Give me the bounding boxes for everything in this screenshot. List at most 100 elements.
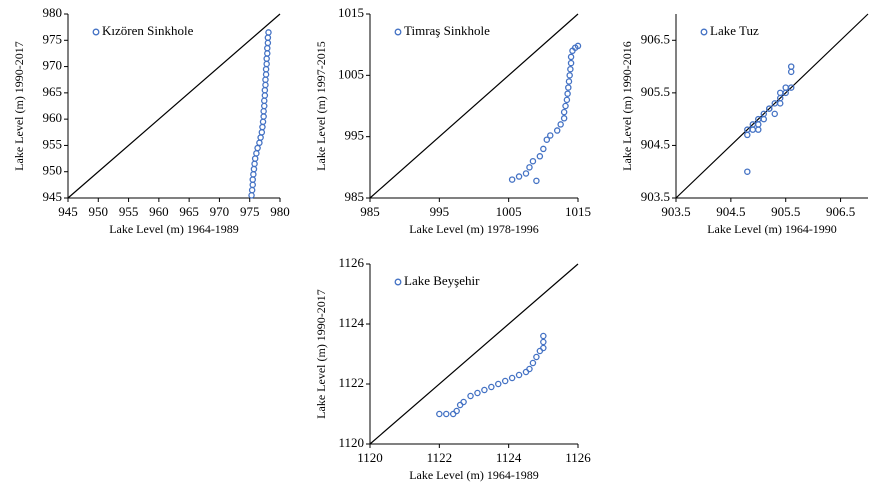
data-point [565,78,573,85]
data-point [771,110,778,118]
x-tick-label: 955 [119,204,139,219]
data-point [540,145,547,153]
data-point [567,59,575,67]
data-point [540,344,547,352]
data-point [265,29,272,36]
x-tick-label: 1124 [496,450,522,465]
x-tick-label: 975 [240,204,260,219]
x-tick-label: 960 [149,204,169,219]
data-point [567,53,575,61]
x-tick-label: 905.5 [771,204,800,219]
data-point [259,123,266,131]
x-tick-label: 906.5 [826,204,855,219]
legend-marker [394,28,402,36]
data-point [264,34,272,41]
data-point [564,90,571,97]
y-tick-label: 1015 [338,5,364,20]
data-point [766,105,773,112]
data-point [749,126,757,133]
y-tick-label: 970 [43,58,63,73]
x-tick-label: 1015 [565,204,591,219]
reference-line [369,263,579,445]
data-point [263,60,270,68]
x-tick-label: 965 [179,204,199,219]
data-point [787,63,795,70]
data-point [261,102,268,110]
y-tick-label: 1120 [338,435,364,450]
data-point [261,92,269,99]
data-point [262,81,269,89]
data-point [251,160,258,168]
reference-line [67,13,281,199]
x-tick-label: 1120 [357,450,383,465]
data-point [248,186,256,194]
y-axis-label: Lake Level (m) 1997-2015 [314,41,328,171]
data-point [256,139,263,147]
y-tick-label: 1124 [338,315,364,330]
x-axis-label: Lake Level (m) 1964-1989 [409,468,539,482]
data-point [436,410,443,418]
data-point [562,102,569,110]
data-point [467,392,474,400]
data-point [533,353,540,361]
data-point [536,153,544,160]
data-point [258,129,266,136]
data-point [495,380,502,388]
data-point [787,84,795,91]
data-point [250,165,258,173]
data-point [508,374,516,382]
y-tick-label: 965 [43,84,63,99]
data-point [262,65,270,73]
data-point [474,389,481,397]
data-point [253,150,260,157]
data-point [782,84,789,91]
legend-label: Lake Tuz [710,23,759,38]
legend-marker [700,28,708,36]
data-point [574,42,582,50]
x-tick-label: 1005 [496,204,522,219]
data-point [443,410,450,418]
y-tick-label: 975 [43,31,63,46]
y-tick-label: 904.5 [641,136,670,151]
data-point [248,192,255,199]
data-point [515,173,523,180]
reference-line [675,13,869,199]
data-point [263,55,270,62]
data-point [744,168,751,175]
data-point [529,359,537,367]
data-point [264,44,271,52]
x-tick-label: 903.5 [661,204,690,219]
data-point [501,377,509,385]
data-point [776,89,784,97]
data-point [481,386,488,394]
data-point [264,50,271,57]
data-point [760,115,768,123]
x-axis-label: Lake Level (m) 1964-1990 [707,222,837,236]
x-tick-label: 980 [270,204,290,219]
data-point [249,176,256,183]
x-tick-label: 995 [430,204,450,219]
data-point [251,155,259,162]
data-point [755,126,762,133]
data-point [262,76,269,83]
legend-label: Kızören Sinkhole [102,23,194,38]
y-tick-label: 906.5 [641,31,670,46]
x-tick-label: 1122 [427,450,453,465]
data-point [453,407,460,415]
data-point [260,108,267,115]
y-axis-label: Lake Level (m) 1990-2017 [12,41,26,171]
data-point [744,131,751,139]
data-point [508,176,516,183]
reference-line [369,13,579,199]
data-point [566,72,573,79]
legend-label: Timraş Sinkhole [404,23,490,38]
y-tick-label: 905.5 [641,84,670,99]
data-point [526,164,533,171]
data-point [755,121,762,128]
data-point [264,39,272,47]
data-point [261,97,268,104]
data-point [259,118,267,126]
y-tick-label: 955 [43,136,63,151]
y-axis-label: Lake Level (m) 1990-2017 [314,289,328,419]
